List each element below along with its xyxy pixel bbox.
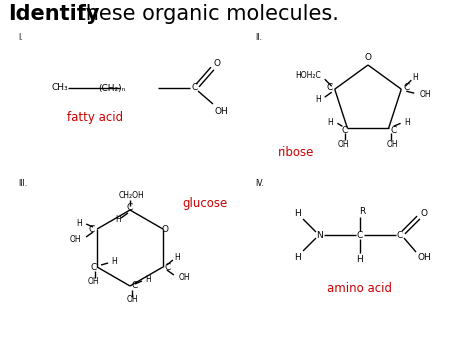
Text: I.: I. [18,33,23,43]
Text: R: R [359,207,365,215]
Text: OH: OH [126,295,138,305]
Text: C: C [403,83,410,92]
Text: H: H [115,215,121,224]
Text: H: H [356,256,364,264]
Text: C: C [89,224,95,234]
Text: ribose: ribose [278,147,314,159]
Text: H: H [405,118,410,127]
Text: HOH₂C: HOH₂C [295,71,321,80]
Text: OH: OH [214,106,228,115]
Text: C: C [341,126,347,135]
Text: OH: OH [179,273,191,282]
Text: H: H [145,275,151,284]
Text: OH: OH [387,140,398,149]
Text: OH: OH [87,277,99,285]
Text: IV.: IV. [255,179,264,187]
Text: C: C [357,230,363,240]
Text: C: C [132,282,138,290]
Text: O: O [213,59,220,67]
Text: OH: OH [70,235,81,244]
Text: Identify: Identify [8,4,100,24]
Text: H: H [174,253,180,262]
Text: H: H [295,252,301,262]
Text: CH₃: CH₃ [51,83,68,93]
Text: glucose: glucose [182,197,228,209]
Text: H: H [76,218,82,228]
Text: C: C [397,230,403,240]
Text: fatty acid: fatty acid [67,111,123,125]
Text: C: C [127,203,133,213]
Text: OH: OH [417,252,431,262]
Text: O: O [162,224,168,234]
Text: OH: OH [419,90,431,99]
Text: H: H [111,257,117,267]
Text: O: O [365,54,372,62]
Text: amino acid: amino acid [328,282,392,295]
Text: H: H [295,208,301,218]
Text: H: H [412,73,418,82]
Text: (CH₂)ₙ: (CH₂)ₙ [99,83,126,93]
Text: C: C [192,83,198,93]
Text: C: C [165,262,171,272]
Text: C: C [327,83,333,92]
Text: C: C [91,262,97,272]
Text: H: H [328,118,333,127]
Text: CH₂OH: CH₂OH [119,191,145,201]
Text: N: N [317,230,323,240]
Text: III.: III. [18,179,27,187]
Text: O: O [420,208,428,218]
Text: OH: OH [337,140,349,149]
Text: C: C [391,126,397,135]
Text: II.: II. [255,33,262,43]
Text: H: H [315,95,321,104]
Text: these organic molecules.: these organic molecules. [71,4,339,24]
